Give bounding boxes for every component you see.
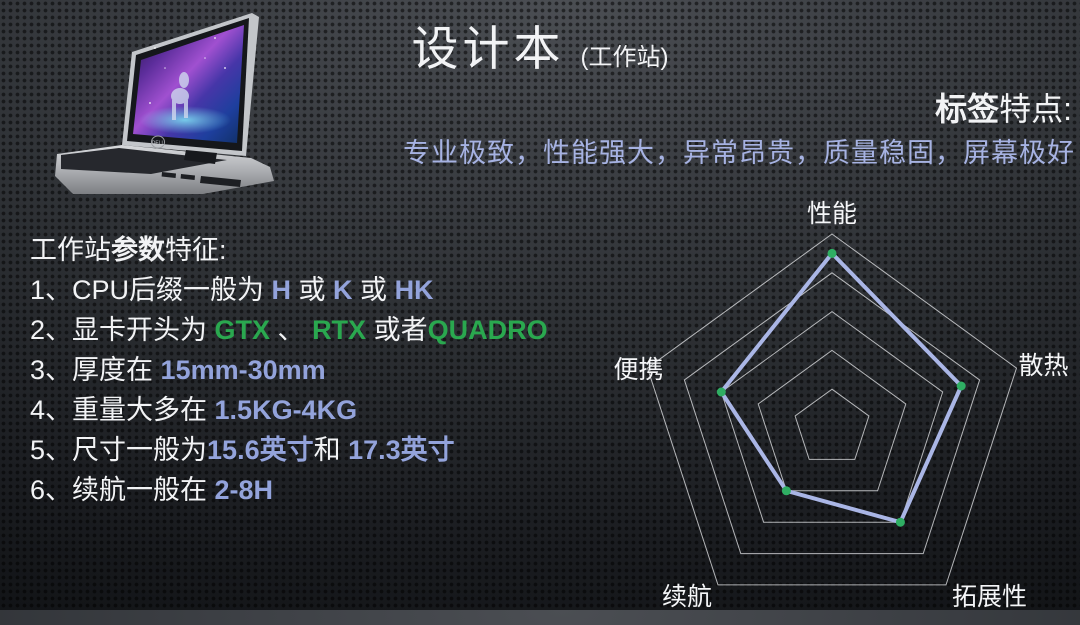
text-segment: 6、续航一般在 bbox=[30, 475, 215, 505]
radar-grid-ring bbox=[794, 388, 870, 460]
radar-axis-label: 性能 bbox=[807, 200, 857, 228]
specs-heading: 工作站参数特征: bbox=[30, 230, 548, 270]
page-title-suffix: (工作站) bbox=[580, 44, 669, 71]
radar-chart: 性能散热拓展性 续航 便携 bbox=[600, 190, 1080, 620]
slide-root: 设计本 (工作站) bbox=[0, 10, 1080, 586]
text-segment: 特征: bbox=[165, 235, 227, 265]
radar-data-point bbox=[781, 486, 791, 496]
radar-grid-ring bbox=[757, 349, 907, 492]
radar-data-point bbox=[827, 248, 837, 258]
text-segment: 5、尺寸一般为 bbox=[30, 435, 208, 465]
spec-list: 1、CPU后缀一般为 H 或 K 或 HK 2、显卡开头为 GTX 、 RTX 或… bbox=[30, 270, 548, 510]
spec-line: 1、CPU后缀一般为 H 或 K 或 HK bbox=[30, 270, 548, 310]
spec-line: 2、显卡开头为 GTX 、 RTX 或者QUADRO bbox=[30, 310, 548, 350]
text-segment: QUADRO bbox=[427, 315, 548, 345]
specs-block: 工作站参数特征: 1、CPU后缀一般为 H 或 K 或 HK 2、显卡开头为 GT… bbox=[30, 230, 548, 510]
page-title: 设计本 (工作站) bbox=[0, 10, 1080, 79]
text-segment: 15.6英寸 bbox=[207, 435, 314, 465]
text-segment: 、 bbox=[270, 315, 313, 345]
text-segment: 15mm-30mm bbox=[160, 355, 326, 385]
text-segment: K bbox=[333, 275, 353, 305]
laptop-hinge bbox=[184, 150, 217, 164]
radar-axis-label: 便携 bbox=[613, 356, 663, 384]
spec-line: 4、重量大多在 1.5KG-4KG bbox=[30, 390, 548, 430]
radar-axis-label: 续航 bbox=[662, 583, 712, 611]
text-segment: 或 bbox=[352, 275, 395, 305]
tag-heading-rest: 特点: bbox=[999, 91, 1072, 127]
text-segment: 1.5KG-4KG bbox=[214, 395, 358, 425]
text-segment: 3、厚度在 bbox=[30, 355, 161, 385]
spec-line: 3、厚度在 15mm-30mm bbox=[30, 350, 548, 390]
text-segment: HK bbox=[394, 275, 434, 305]
radar-grid-ring bbox=[646, 233, 1018, 586]
text-segment: RTX bbox=[312, 315, 367, 345]
text-segment: GTX bbox=[214, 315, 271, 345]
tag-heading-bold: 标签 bbox=[935, 91, 1000, 127]
text-segment: 2-8H bbox=[214, 475, 274, 505]
text-segment: 工作站 bbox=[30, 235, 111, 265]
text-segment: 4、重量大多在 bbox=[30, 395, 215, 425]
radar-data-polygon bbox=[719, 251, 964, 525]
radar-grid-ring bbox=[720, 310, 944, 523]
spec-line: 6、续航一般在 2-8H bbox=[30, 470, 548, 510]
laptop-ports bbox=[161, 172, 241, 187]
text-segment: 17.3英寸 bbox=[348, 435, 455, 465]
page-title-main: 设计本 bbox=[411, 22, 565, 75]
text-segment: 2、显卡开头为 bbox=[30, 315, 215, 345]
radar-axis-label: 拓展性 bbox=[952, 583, 1027, 611]
tagline-text: 专业极致，性能强大，异常昂贵，质量稳固，屏幕极好 bbox=[403, 138, 1075, 168]
text-segment: H bbox=[271, 275, 292, 305]
dell-logo: DELL bbox=[152, 141, 165, 147]
text-segment: 或 bbox=[291, 275, 334, 305]
screen-glow bbox=[139, 106, 231, 134]
text-segment: 1、CPU后缀一般为 bbox=[30, 275, 272, 305]
radar-grid-ring bbox=[683, 272, 981, 555]
text-segment: 参数 bbox=[111, 235, 165, 265]
laptop-image: DELL bbox=[55, 13, 274, 194]
text-segment: 和 bbox=[313, 435, 349, 465]
spec-line: 5、尺寸一般为15.6英寸和 17.3英寸 bbox=[30, 430, 548, 470]
tag-heading: 标签特点: bbox=[935, 84, 1072, 130]
radar-axis-label: 散热 bbox=[1019, 352, 1069, 380]
radar-data-point bbox=[716, 387, 726, 397]
screen-stars bbox=[149, 37, 226, 104]
laptop-keyboard bbox=[61, 148, 227, 174]
screen-figure bbox=[171, 72, 189, 120]
radar-data-point bbox=[956, 381, 966, 391]
text-segment: 或者 bbox=[366, 315, 428, 345]
dell-logo-ring bbox=[151, 135, 165, 149]
radar-data-point bbox=[895, 517, 905, 527]
